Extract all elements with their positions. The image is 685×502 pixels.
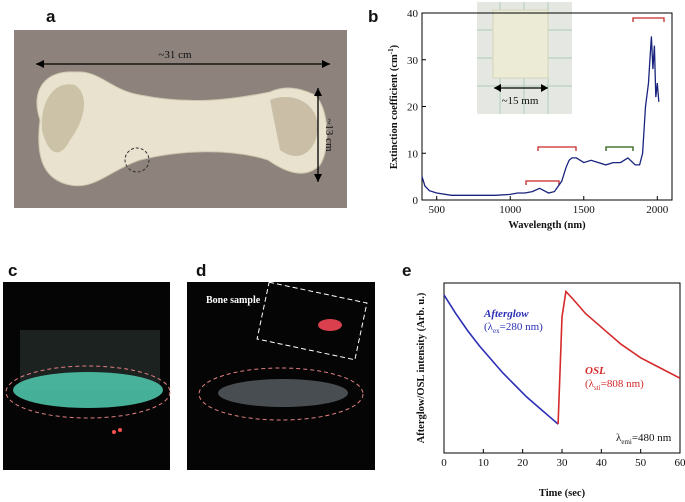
band-bracket: [605, 146, 634, 151]
x-axis-title: Time (sec): [539, 488, 586, 499]
x-axis-title: Wavelength (nm): [508, 220, 586, 231]
y-tick-label: 40: [407, 8, 419, 20]
y-axis-title: Afterglow/OSL intensity (Arb. u.): [416, 292, 427, 443]
inset-photo: ~15 mm: [477, 2, 572, 114]
y-tick-label: 0: [413, 195, 419, 207]
x-tick-label: 50: [635, 457, 647, 469]
data-line: [421, 36, 660, 196]
band-bracket: [525, 17, 665, 185]
x-tick-label: 30: [557, 457, 569, 469]
photo-d: Bone sample: [187, 281, 375, 470]
panel-label: b: [368, 7, 378, 26]
dimension-label: ~13 cm: [323, 118, 335, 152]
photo-c: [3, 282, 171, 470]
x-tick-label: 500: [428, 204, 445, 216]
panel-label: c: [8, 261, 17, 280]
photo-a: ~31 cm ~13 cm: [14, 30, 347, 208]
x-tick-label: 40: [596, 457, 608, 469]
inset-label: ~15 mm: [502, 95, 539, 107]
x-tick-label: 2000: [646, 204, 669, 216]
panel-label: a: [46, 7, 56, 26]
y-tick-label: 20: [407, 102, 419, 114]
annotation: λemi=480 nm: [616, 432, 672, 446]
dimension-label: ~31 cm: [158, 49, 192, 61]
x-tick-label: 1500: [573, 204, 596, 216]
y-tick-label: 30: [407, 55, 419, 67]
photo-label: Bone sample: [206, 295, 261, 306]
y-axis-title: Extinction coefficient (cm-1): [387, 44, 400, 169]
y-tick-label: 10: [407, 148, 419, 160]
x-tick-label: 20: [517, 457, 529, 469]
annotation: (λex=280 nm): [484, 321, 543, 335]
x-tick-label: 0: [441, 457, 447, 469]
panel-label: e: [402, 261, 411, 280]
x-tick-label: 10: [478, 457, 490, 469]
data-line: [557, 289, 681, 425]
legend-label: OSL: [585, 365, 606, 377]
x-tick-label: 60: [675, 457, 685, 469]
panel-label: d: [196, 261, 206, 280]
legend-label: Afterglow: [483, 308, 529, 320]
annotation: (λsti=808 nm): [585, 378, 644, 392]
plot-frame: [443, 282, 681, 454]
x-tick-label: 1000: [499, 204, 522, 216]
data-line: [443, 294, 559, 425]
